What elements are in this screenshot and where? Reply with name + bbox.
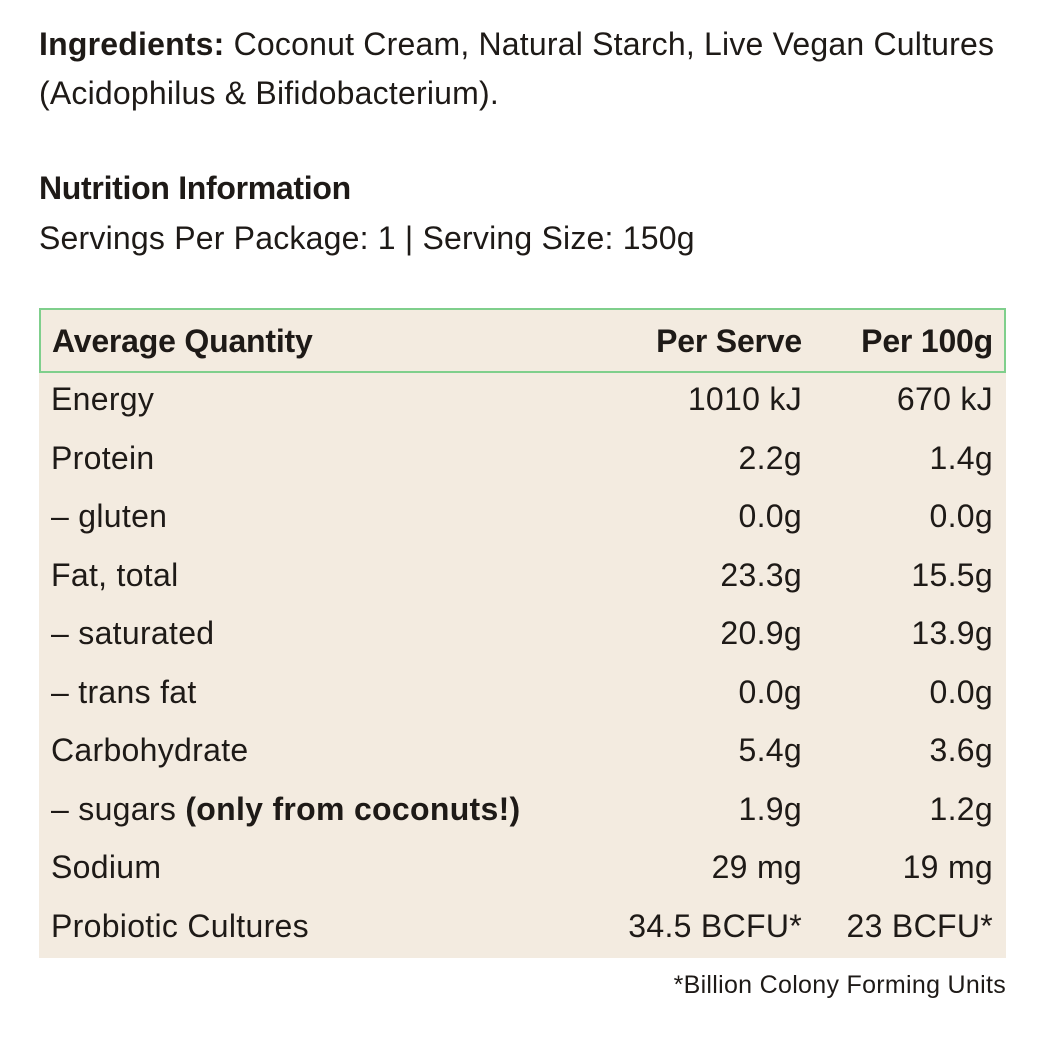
table-row: Carbohydrate 5.4g 3.6g	[39, 724, 1006, 782]
row-per-100g: 0.0g	[929, 673, 993, 710]
row-label: – trans fat	[51, 672, 197, 712]
row-per-100g: 3.6g	[929, 732, 993, 768]
row-label: Carbohydrate	[51, 730, 249, 770]
servings-info: Servings Per Package: 1 | Serving Size: …	[39, 220, 695, 256]
row-per-100g: 23 BCFU*	[846, 907, 993, 944]
row-name: Carbohydrate	[51, 732, 249, 768]
row-name: Protein	[51, 439, 155, 476]
row-per-serve: 20.9g	[720, 615, 802, 651]
row-label: Fat, total	[51, 555, 179, 595]
table-row: Fat, total 23.3g 15.5g	[39, 549, 1006, 607]
row-per-100g: 1.2g	[929, 790, 993, 827]
row-label: – saturated	[51, 613, 214, 653]
nutrition-title: Nutrition Information	[39, 170, 351, 206]
table-row: – sugars (only from coconuts!) 1.9g 1.2g	[39, 783, 1006, 841]
row-label: Protein	[51, 438, 155, 478]
row-per-serve: 1.9g	[738, 790, 802, 827]
nutrition-table: Average Quantity Per Serve Per 100g Ener…	[39, 308, 1006, 958]
table-row: Protein 2.2g 1.4g	[39, 432, 1006, 490]
row-label: Energy	[51, 379, 154, 419]
table-row: – gluten 0.0g 0.0g	[39, 490, 1006, 548]
row-name: – trans fat	[51, 673, 197, 710]
row-per-100g: 15.5g	[911, 556, 993, 593]
row-per-serve: 0.0g	[738, 498, 802, 534]
row-per-serve: 2.2g	[738, 439, 802, 476]
row-label: – sugars (only from coconuts!)	[51, 789, 521, 829]
table-row: Energy 1010 kJ 670 kJ	[39, 373, 1006, 431]
ingredients-label: Ingredients:	[39, 26, 225, 62]
row-name: – sugars	[51, 790, 186, 827]
row-name: – saturated	[51, 615, 215, 651]
row-name: Probiotic Cultures	[51, 907, 309, 944]
row-per-serve: 29 mg	[711, 849, 802, 885]
row-per-serve: 5.4g	[738, 732, 802, 768]
row-per-100g: 0.0g	[929, 498, 993, 534]
header-average-quantity: Average Quantity	[52, 323, 313, 359]
row-label: – gluten	[51, 496, 167, 536]
footnote: *Billion Colony Forming Units	[673, 971, 1006, 999]
row-name: Energy	[51, 381, 155, 417]
ingredients-text: Ingredients: Coconut Cream, Natural Star…	[39, 20, 1019, 118]
row-name: Sodium	[51, 849, 162, 885]
row-per-100g: 1.4g	[929, 439, 993, 476]
table-row: – saturated 20.9g 13.9g	[39, 607, 1006, 665]
row-name: – gluten	[51, 498, 168, 534]
table-row: – trans fat 0.0g 0.0g	[39, 666, 1006, 724]
row-per-100g: 19 mg	[902, 849, 993, 885]
table-row: Probiotic Cultures 34.5 BCFU* 23 BCFU*	[39, 900, 1006, 958]
header-per-serve: Per Serve	[656, 323, 802, 359]
ingredients-list: Coconut Cream, Natural Starch, Live Vega…	[39, 26, 995, 111]
row-note: (only from coconuts!)	[185, 790, 521, 827]
row-label: Probiotic Cultures	[51, 906, 309, 946]
row-name: Fat, total	[51, 556, 179, 593]
row-per-serve: 1010 kJ	[687, 381, 802, 417]
row-per-100g: 13.9g	[911, 615, 993, 651]
row-per-serve: 34.5 BCFU*	[628, 907, 802, 944]
row-label: Sodium	[51, 847, 161, 887]
row-per-serve: 0.0g	[738, 673, 802, 710]
table-header-row: Average Quantity Per Serve Per 100g	[39, 308, 1006, 373]
table-row: Sodium 29 mg 19 mg	[39, 841, 1006, 899]
row-per-100g: 670 kJ	[896, 381, 993, 417]
header-per-100g: Per 100g	[861, 323, 993, 359]
row-per-serve: 23.3g	[720, 556, 802, 593]
